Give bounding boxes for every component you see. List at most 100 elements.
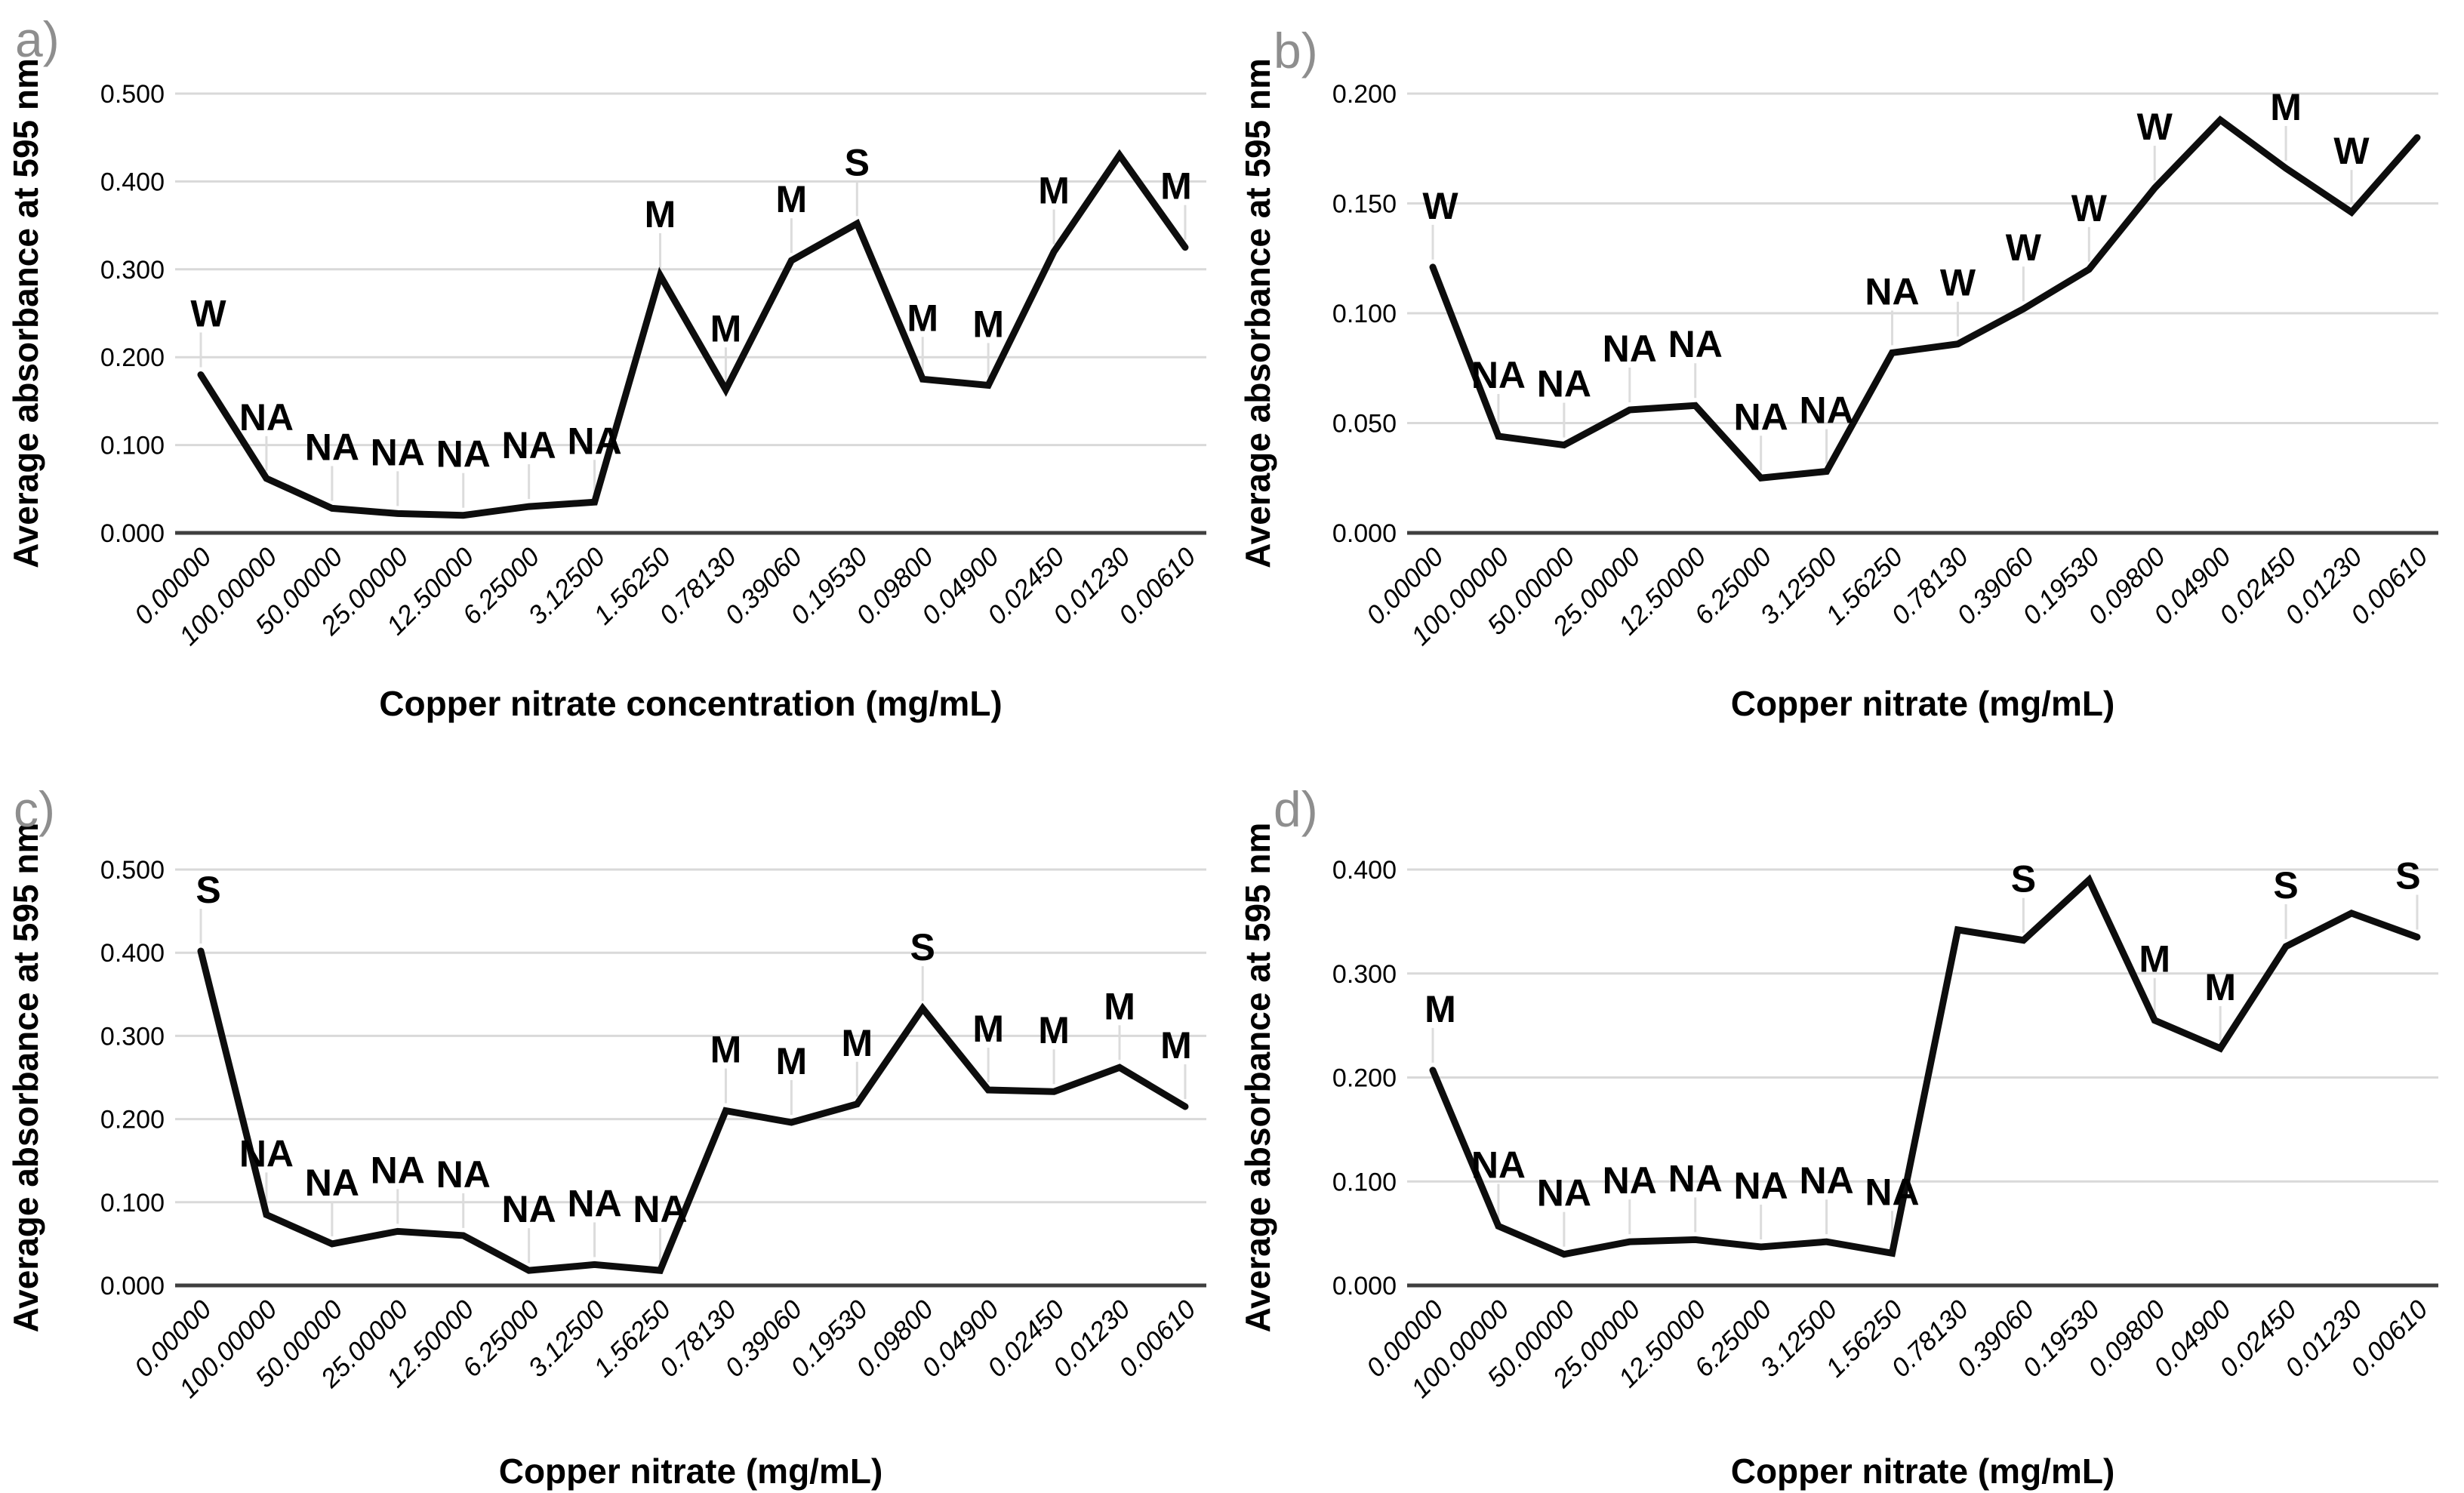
- point-annotation: W: [2333, 130, 2370, 172]
- point-annotation: M: [1424, 988, 1456, 1030]
- point-annotation: W: [2071, 187, 2108, 229]
- point-annotation: NA: [239, 396, 294, 439]
- y-tick-label: 0.200: [1332, 1064, 1397, 1093]
- y-tick-label: 0.300: [1332, 960, 1397, 989]
- point-annotation: NA: [305, 1162, 359, 1204]
- point-annotation: NA: [1734, 396, 1788, 438]
- series-line: [197, 149, 1189, 519]
- y-axis-title: Average absorbance at 595 nm: [6, 58, 45, 568]
- point-annotation: NA: [239, 1132, 294, 1174]
- point-annotation: W: [1940, 262, 1976, 304]
- x-axis-title: Copper nitrate (mg/mL): [499, 1451, 883, 1491]
- y-tick-label: 0.300: [100, 1022, 165, 1051]
- y-tick-label: 0.050: [1332, 410, 1397, 439]
- y-tick-label: 0.100: [1332, 1168, 1397, 1196]
- point-annotation: S: [2011, 858, 2036, 900]
- y-tick-label: 0.000: [1332, 519, 1397, 548]
- point-annotation: M: [710, 1029, 742, 1071]
- x-axis-title: Copper nitrate (mg/mL): [1731, 1451, 2115, 1491]
- point-annotation: M: [972, 1008, 1004, 1050]
- point-annotation: NA: [1471, 1144, 1526, 1186]
- y-tick-label: 0.400: [1332, 856, 1397, 885]
- chart-panel-a: 0.0000.1000.2000.3000.4000.5000.00000100…: [6, 11, 1206, 723]
- y-tick-label: 0.000: [100, 519, 165, 548]
- point-annotation: M: [645, 193, 676, 235]
- panel-b: 0.000 0.050 0.100 0.150 0.200 0.00000 100.0000…: [1232, 0, 2464, 746]
- point-annotation: NA: [1668, 1157, 1723, 1199]
- point-annotation: S: [910, 926, 935, 968]
- y-tick-label: 0.400: [100, 168, 165, 196]
- point-annotation: S: [2273, 864, 2298, 907]
- point-annotation: S: [2395, 855, 2420, 897]
- y-tick-label: 0.100: [1332, 300, 1397, 328]
- point-annotation: NA: [567, 420, 621, 462]
- y-tick-label: 0.100: [100, 432, 165, 460]
- point-annotation: NA: [1471, 354, 1526, 396]
- y-tick-label: 0.400: [100, 939, 165, 968]
- y-tick-label: 0.100: [100, 1189, 165, 1217]
- chart-panel-b: 0.0000.0500.1000.1500.2000.00000100.0000…: [1238, 23, 2438, 723]
- y-axis-title: Average absorbance at 595 nm: [1238, 58, 1277, 568]
- point-annotation: M: [2204, 966, 2236, 1008]
- point-annotation: M: [2270, 86, 2302, 128]
- point-annotation: NA: [633, 1188, 687, 1230]
- point-annotation: NA: [1865, 1171, 1919, 1213]
- panel-letter: d): [1274, 781, 1318, 837]
- point-annotation: NA: [1603, 1159, 1657, 1202]
- point-annotation: M: [1160, 165, 1192, 208]
- point-annotation: NA: [1603, 328, 1657, 370]
- y-tick-label: 0.500: [100, 856, 165, 885]
- point-annotation: NA: [436, 433, 491, 476]
- point-annotation: M: [907, 297, 938, 339]
- series-line: [1429, 115, 2421, 482]
- point-annotation: NA: [1799, 1159, 1853, 1202]
- x-axis-title: Copper nitrate concentration (mg/mL): [379, 684, 1002, 723]
- point-annotation: W: [2137, 106, 2173, 148]
- y-tick-label: 0.200: [1332, 80, 1397, 109]
- point-annotation: NA: [1537, 363, 1591, 405]
- x-axis-title: Copper nitrate (mg/mL): [1731, 684, 2115, 723]
- point-annotation: NA: [502, 1188, 556, 1230]
- panel-letter: b): [1274, 23, 1318, 78]
- point-annotation: M: [2139, 938, 2170, 980]
- point-annotation: NA: [305, 426, 359, 468]
- point-annotation: M: [776, 1040, 808, 1082]
- point-annotation: M: [1038, 170, 1070, 212]
- chart-panel-d: 0.0000.1000.2000.3000.4000.00000100.0000…: [1238, 781, 2438, 1491]
- point-annotation: NA: [502, 424, 556, 466]
- y-tick-label: 0.200: [100, 1106, 165, 1134]
- point-annotation: NA: [1537, 1172, 1591, 1214]
- panel-letter: c): [14, 781, 55, 837]
- point-annotation: M: [841, 1022, 873, 1064]
- series-line: [1429, 874, 2421, 1258]
- panel-a: 0.000 0.100 0.200 0.300 0.400 0.500 0.00000 100…: [0, 0, 1232, 746]
- y-tick-label: 0.200: [100, 343, 165, 372]
- point-annotation: NA: [1734, 1165, 1788, 1207]
- point-annotation: NA: [1668, 323, 1723, 365]
- y-tick-label: 0.150: [1332, 190, 1397, 219]
- point-annotation: M: [1038, 1009, 1070, 1051]
- point-annotation: W: [1422, 185, 1458, 227]
- chart-panel-c: 0.0000.1000.2000.3000.4000.5000.00000100…: [6, 781, 1206, 1491]
- panel-c: 0.000 0.100 0.200 0.300 0.400 0.500 0.00000 100…: [0, 746, 1232, 1493]
- point-annotation: NA: [1865, 270, 1919, 312]
- point-annotation: NA: [1799, 389, 1853, 432]
- panel-d: 0.000 0.100 0.200 0.300 0.400 0.00000 100.0000…: [1232, 746, 2464, 1493]
- point-annotation: M: [710, 307, 742, 349]
- point-annotation: NA: [436, 1153, 491, 1196]
- point-annotation: W: [190, 292, 226, 334]
- panel-letter: a): [15, 11, 60, 67]
- point-annotation: M: [1104, 985, 1135, 1027]
- series-line: [197, 947, 1189, 1274]
- y-axis-title: Average absorbance at 595 nm: [1238, 823, 1277, 1333]
- y-tick-label: 0.300: [100, 256, 165, 285]
- y-tick-label: 0.500: [100, 80, 165, 109]
- point-annotation: M: [1160, 1024, 1192, 1067]
- y-axis-title: Average absorbance at 595 nm: [6, 823, 45, 1333]
- point-annotation: NA: [371, 431, 425, 473]
- point-annotation: NA: [371, 1149, 425, 1191]
- point-annotation: NA: [567, 1182, 621, 1224]
- y-tick-label: 0.000: [1332, 1272, 1397, 1301]
- point-annotation: W: [2006, 226, 2042, 269]
